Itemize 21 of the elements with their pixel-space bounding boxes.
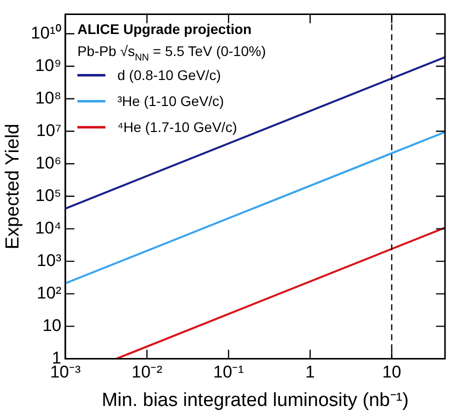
y-axis-title: Expected Yield [2,124,24,250]
y-tick-label: 10⁹ [35,56,62,75]
x-axis-title: Min. bias integrated luminosity (nb⁻¹) [102,390,409,411]
y-tick-label: 10³ [36,250,62,270]
y-tick-label: 10⁶ [35,153,62,172]
x-tick-label: 10⁻¹ [213,362,244,382]
y-tick-label: 10¹⁰ [30,23,62,42]
legend-label: d (0.8-10 GeV/c) [117,67,221,84]
y-tick-label: 10⁷ [36,120,62,140]
legend-label: ³He (1-10 GeV/c) [117,93,224,110]
legend-label: ⁴He (1.7-10 GeV/c) [117,119,237,136]
x-tick-label: 10 [382,362,402,382]
annotation: ALICE Upgrade projection [77,21,252,38]
y-tick-label: 10⁴ [35,218,62,238]
y-tick-label: 10⁵ [35,186,62,205]
y-tick-label: 10⁸ [35,88,62,108]
y-tick-label: 10² [36,283,62,302]
x-tick-label: 10⁻³ [50,362,81,382]
y-tick-label: 10 [42,316,62,335]
x-tick-label: 10⁻² [132,362,163,382]
x-tick-label: 1 [305,362,315,382]
